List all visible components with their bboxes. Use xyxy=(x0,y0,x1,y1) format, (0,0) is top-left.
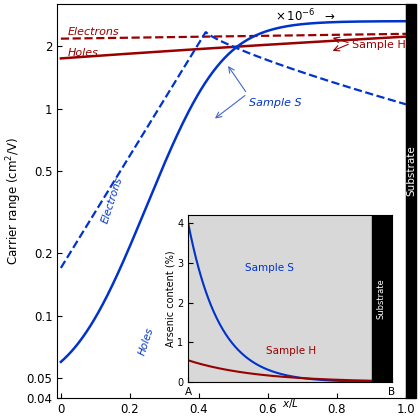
Text: $\times\,10^{-6}$  $\rightarrow$: $\times\,10^{-6}$ $\rightarrow$ xyxy=(275,7,335,24)
Bar xyxy=(406,4,416,398)
Y-axis label: Carrier range (cm$^2$/V): Carrier range (cm$^2$/V) xyxy=(4,137,24,265)
Text: Sample H: Sample H xyxy=(352,39,406,50)
Text: Holes: Holes xyxy=(137,326,155,356)
Text: Sample S: Sample S xyxy=(249,98,302,108)
Text: Electrons: Electrons xyxy=(68,27,119,37)
Text: Holes: Holes xyxy=(68,48,99,58)
Text: Substrate: Substrate xyxy=(406,146,416,197)
Text: Electrons: Electrons xyxy=(100,176,125,225)
